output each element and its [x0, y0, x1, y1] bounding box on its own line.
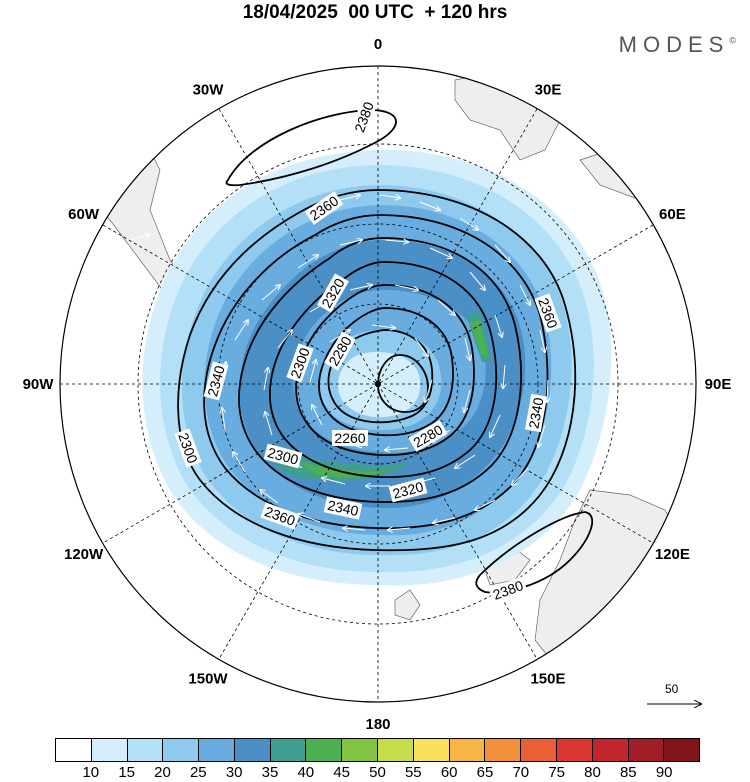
contour-label: 2340: [525, 396, 546, 430]
colorbar-label: 25: [189, 764, 207, 781]
colorbar-label: 90: [655, 764, 673, 781]
longitude-label: 90W: [23, 376, 55, 393]
polar-map: 0 30E 60E 90E 120E 150E 180 150W 120W 90W 60W 30W 2…: [23, 36, 732, 733]
contour-label: 2320: [391, 478, 425, 502]
longitude-label: 120E: [655, 546, 690, 563]
colorbar-box: [378, 739, 414, 761]
longitude-labels: 0 30E 60E 90E 120E 150E 180 150W 120W 90W 60W 30W: [23, 36, 732, 733]
colorbar-box: [413, 739, 450, 761]
brand-logo: MODES©: [618, 32, 736, 57]
reference-vector: 50: [645, 682, 705, 712]
colorbar-box: [270, 739, 307, 761]
longitude-label: 90E: [705, 376, 732, 393]
colorbar-label: 15: [118, 764, 136, 781]
height-contours: [177, 109, 594, 594]
colorbar-box: [664, 739, 700, 761]
colorbar-box: [56, 739, 92, 761]
colorbar-label: 30: [225, 764, 243, 781]
map-title: 18/04/2025 00 UTC + 120 hrs: [242, 2, 508, 23]
colorbar-label: 60: [440, 764, 458, 781]
colorbar-box: [556, 739, 593, 761]
longitude-label: 60E: [659, 206, 686, 223]
colorbar-box: [234, 739, 271, 761]
colorbar-label: 35: [261, 764, 279, 781]
longitude-label: 30E: [535, 82, 562, 99]
longitude-label: 150W: [188, 670, 228, 687]
longitude-label: 60W: [68, 206, 100, 223]
reference-vector-label: 50: [665, 682, 679, 696]
colorbar-box: [521, 739, 557, 761]
pole-marker: [375, 381, 381, 387]
colorbar-box: [91, 739, 128, 761]
colorbar-box: [163, 739, 200, 761]
contour-label: 2340: [204, 364, 228, 398]
contour-label: 2340: [326, 497, 360, 519]
colorbar-box: [592, 739, 629, 761]
colorbar: [55, 738, 700, 762]
colorbar-labels: 10 15 20 25 30 35 40 45 50 55 60 65 70 75 80 85 90: [55, 764, 700, 782]
colorbar-label: 70: [512, 764, 530, 781]
longitude-label: 0: [374, 36, 382, 53]
longitude-label: 180: [365, 716, 390, 733]
colorbar-label: 40: [297, 764, 315, 781]
colorbar-label: 65: [476, 764, 494, 781]
colorbar-label: 80: [584, 764, 601, 781]
contour-label: 2260: [334, 430, 365, 446]
contour-label: 2300: [266, 444, 300, 468]
longitude-label: 120W: [64, 546, 104, 563]
colorbar-box: [306, 739, 343, 761]
colorbar-label: 45: [333, 764, 351, 781]
colorbar-box: [199, 739, 235, 761]
colorbar-box: [342, 739, 379, 761]
colorbar-label: 55: [404, 764, 422, 781]
colorbar-label: 50: [369, 764, 386, 781]
colorbar-box: [127, 739, 164, 761]
colorbar-box: [449, 739, 486, 761]
colorbar-box: [628, 739, 665, 761]
colorbar-label: 20: [154, 764, 171, 781]
colorbar-label: 85: [619, 764, 637, 781]
longitude-label: 150E: [530, 670, 565, 687]
colorbar-label: 10: [82, 764, 100, 781]
map-content: [60, 66, 696, 702]
colorbar-label: 75: [548, 764, 566, 781]
colorbar-box: [485, 739, 522, 761]
longitude-label: 30W: [193, 82, 225, 99]
